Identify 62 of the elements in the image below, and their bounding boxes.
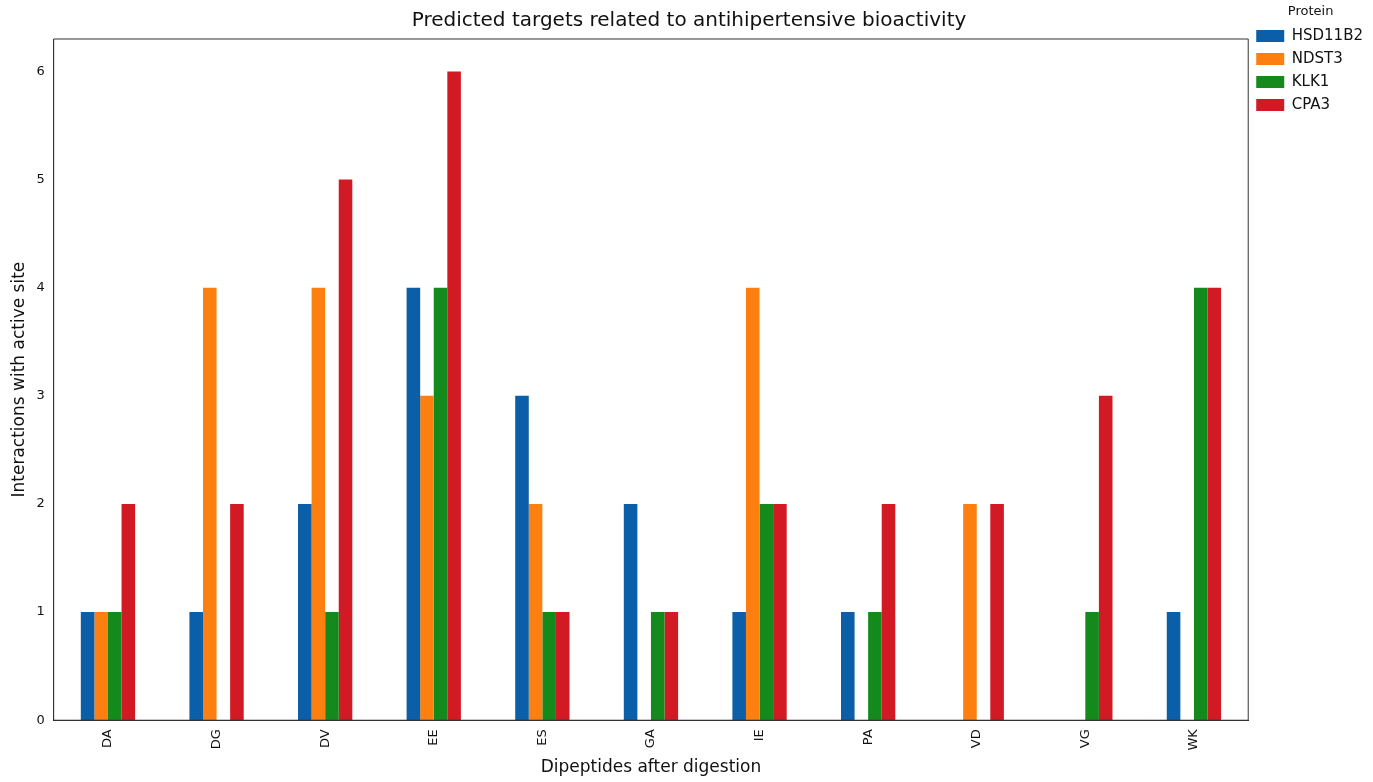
bar	[745, 287, 760, 721]
legend-title: Protein	[1287, 2, 1334, 18]
x-tick-label: IE	[750, 729, 766, 742]
legend-label: NDST3	[1291, 48, 1343, 67]
bar	[447, 71, 461, 721]
bar	[542, 612, 556, 721]
x-tick-label: DV	[316, 729, 332, 748]
bar	[298, 503, 312, 721]
bar	[528, 503, 543, 721]
bar	[121, 503, 136, 721]
bar	[555, 612, 570, 721]
bar	[189, 612, 203, 721]
bar	[230, 503, 244, 721]
bar	[732, 612, 746, 721]
bar	[515, 395, 529, 721]
bar	[759, 503, 774, 721]
legend-label: HSD11B2	[1291, 25, 1364, 44]
legend-label: CPA3	[1291, 94, 1331, 113]
bar	[338, 179, 353, 721]
bar	[1193, 287, 1208, 721]
x-tick-label: VD	[968, 729, 984, 749]
x-tick-label: ES	[533, 729, 549, 746]
y-tick-label: 3	[36, 387, 45, 403]
bar	[963, 503, 977, 721]
chart-title: Predicted targets related to antihipertensive bioactivity	[411, 7, 967, 32]
y-axis-title: Interactions with active site	[7, 261, 28, 498]
y-tick-label: 5	[36, 170, 45, 186]
x-tick-label: WK	[1185, 728, 1201, 751]
x-tick-label: GA	[642, 729, 658, 749]
y-tick-label: 2	[36, 495, 45, 511]
bar	[107, 612, 122, 721]
legend-label: KLK1	[1291, 71, 1330, 90]
bar	[1098, 395, 1113, 721]
x-axis-title: Dipeptides after digestion	[540, 756, 762, 777]
bar	[433, 287, 448, 721]
bar	[664, 612, 679, 721]
bar	[311, 287, 326, 721]
x-tick-label: DG	[207, 729, 223, 750]
y-tick-label: 0	[36, 711, 45, 727]
bar	[1166, 612, 1181, 721]
bar	[94, 612, 108, 721]
bar	[623, 503, 638, 721]
y-tick-label: 1	[36, 603, 45, 619]
x-tick-label: EE	[425, 729, 441, 746]
bar	[773, 503, 787, 721]
bar	[868, 612, 882, 721]
bar	[1085, 612, 1099, 721]
bar	[1207, 287, 1222, 721]
bar	[406, 287, 421, 721]
bar	[80, 612, 95, 721]
bar	[325, 612, 339, 721]
y-tick-label: 4	[36, 279, 45, 295]
x-tick-label: PA	[859, 729, 875, 746]
y-tick-label: 6	[36, 62, 45, 78]
bar	[650, 612, 665, 721]
bar	[420, 395, 434, 721]
bar	[840, 612, 855, 721]
bar	[881, 503, 896, 721]
bar	[990, 503, 1004, 721]
x-tick-label: VG	[1076, 729, 1092, 749]
bar	[202, 287, 217, 721]
x-tick-label: DA	[99, 729, 115, 748]
